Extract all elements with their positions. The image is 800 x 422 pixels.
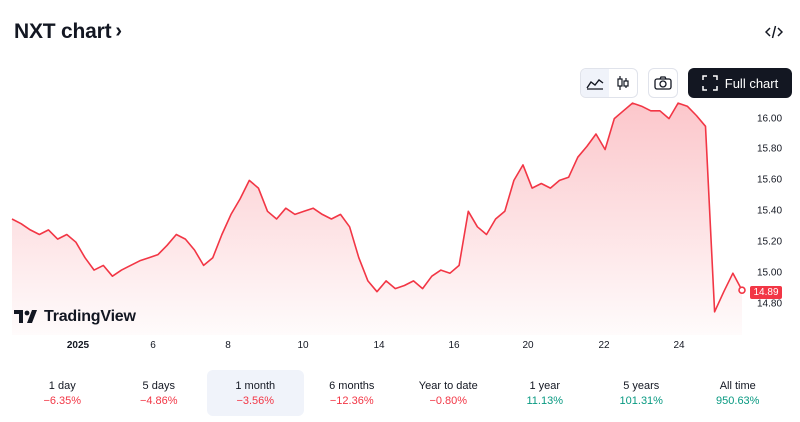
period-button[interactable]: All time 950.63% [690,370,787,416]
period-change: −0.80% [429,394,468,407]
period-label: 5 days [142,379,175,392]
period-change: −3.56% [236,394,275,407]
x-tick-label: 2025 [66,340,90,351]
period-button[interactable]: Year to date −0.80% [400,370,497,416]
camera-icon [654,76,672,90]
y-tick-label: 14.80 [757,298,783,310]
y-tick-label: 15.40 [757,205,783,217]
fullscreen-icon [702,75,718,91]
x-tick-label: 24 [673,340,685,351]
period-button[interactable]: 1 year 11.13% [497,370,594,416]
tradingview-logo-text: TradingView [44,308,136,325]
period-change: −12.36% [329,394,374,407]
price-area-fill [12,103,742,335]
last-price-label: 14.89 [750,286,782,299]
chart-title-link[interactable]: NXT chart › [14,20,122,44]
period-change: −6.35% [43,394,82,407]
x-tick-label: 16 [448,340,460,351]
period-label: 1 month [235,379,276,392]
x-tick-label: 14 [373,340,385,351]
period-label: 5 years [623,379,660,392]
period-label: 6 months [329,379,375,392]
chart-type-group [580,68,638,98]
period-button[interactable]: 1 day −6.35% [14,370,111,416]
period-selector: 1 day −6.35% 5 days −4.86% 1 month −3.56% 6 mo… [14,370,786,416]
period-label: 1 year [529,379,561,392]
full-chart-button[interactable]: Full chart [688,68,792,98]
x-tick-label: 6 [150,340,156,351]
x-tick-label: 20 [522,340,534,351]
chart-title: NXT chart [14,20,112,43]
y-tick-label: 16.00 [757,113,783,125]
y-tick-label: 15.80 [757,143,783,155]
period-change: 950.63% [716,394,760,407]
tradingview-logo-icon [14,310,37,323]
period-button[interactable]: 6 months −12.36% [304,370,401,416]
period-label: Year to date [418,379,478,392]
code-icon [765,25,783,39]
period-button[interactable]: 5 years 101.31% [593,370,690,416]
x-tick-label: 10 [297,340,309,351]
period-label: All time [719,379,756,392]
period-change: 11.13% [526,394,564,407]
period-change: −4.86% [139,394,178,407]
period-button[interactable]: 1 month −3.56% [207,370,304,416]
area-chart-icon [586,79,604,90]
y-tick-label: 15.00 [757,267,783,279]
chevron-right-icon: › [115,19,123,42]
period-change: 101.31% [619,394,663,407]
tradingview-logo[interactable]: TradingView [14,308,136,326]
candlestick-chart-button[interactable] [609,69,637,97]
y-tick-label: 15.60 [757,174,783,186]
price-chart[interactable] [0,100,750,335]
last-price-marker [738,286,746,294]
full-chart-label: Full chart [724,75,779,91]
period-label: 1 day [48,379,76,392]
y-tick-label: 15.20 [757,236,783,248]
candlestick-icon [617,76,629,90]
embed-code-button[interactable] [762,22,786,42]
x-tick-label: 22 [598,340,610,351]
snapshot-button[interactable] [648,68,678,98]
price-line [11,102,743,313]
period-button[interactable]: 5 days −4.86% [111,370,208,416]
area-chart-button[interactable] [581,69,609,97]
x-tick-label: 8 [225,340,231,351]
